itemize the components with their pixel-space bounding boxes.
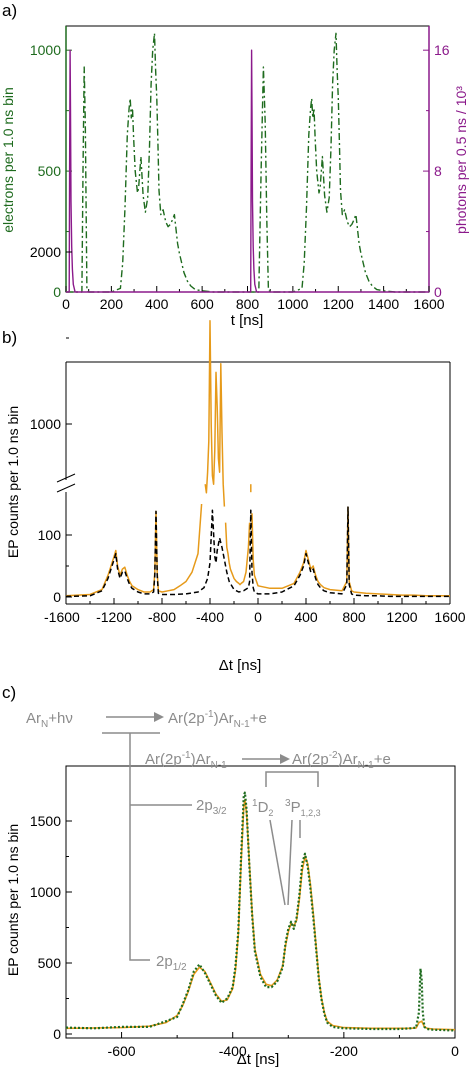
panel-b-chart: -1600 -1200 -800 -400 0 400 800 1200 1600 0 100 10… — [5, 244, 466, 674]
panel-a-xtick-label: 1200 — [323, 296, 354, 312]
panel-a-xtick-label: 200 — [100, 296, 124, 312]
panel-c-chart: -600 -400 -200 0 0 500 1000 1500 ArN+hν Ar(2p-… — [5, 709, 459, 1068]
panel-b-xtick-label: -1200 — [96, 609, 132, 625]
eq1-product: Ar(2p-1)ArN-1+e — [168, 709, 267, 730]
panel-a-xtick-label: 800 — [236, 296, 260, 312]
panel-b-series-orange — [65, 503, 203, 597]
panel-b-xlabel: Δt [ns] — [219, 657, 262, 674]
panel-a-xtick-label: 400 — [145, 296, 169, 312]
label-2p-1-2: 2p1/2 — [156, 953, 187, 973]
panel-b-series-orange — [224, 522, 251, 586]
panel-b-xtick-label: -800 — [148, 609, 176, 625]
panel-a-ytick-right-label: 16 — [434, 42, 450, 58]
panel-a-xtick-label: 600 — [190, 296, 214, 312]
eq2: Ar(2p-1)ArN-1 — [145, 750, 227, 771]
eq2-bracket — [265, 771, 319, 787]
pointer-1D2 — [269, 819, 286, 906]
panel-c-xtick-label: 0 — [451, 1043, 459, 1059]
panel-c-xtick-label: -600 — [108, 1043, 136, 1059]
panel-c-series-green — [65, 791, 456, 1032]
eq1: ArN+hν — [26, 710, 73, 730]
panel-b-xtick-label: 0 — [254, 609, 262, 625]
panel-b-ytick-label: 0 — [53, 589, 61, 605]
panel-b-series-orange — [204, 320, 226, 507]
panel-c-label: c) — [2, 683, 16, 702]
panel-c-series-orange — [65, 798, 456, 1031]
panel-c-ytick-label: 1500 — [30, 813, 61, 829]
panel-a-series-photons — [66, 49, 429, 293]
panel-a-ylabel-left: electrons per 1.0 ns bin — [0, 87, 16, 233]
panel-b-ytick-label: 2000 — [30, 244, 61, 260]
panel-a-ytick-right-label: 0 — [434, 284, 442, 300]
panel-b-xtick-label: 1600 — [434, 609, 465, 625]
panel-c-ytick-label: 0 — [53, 1026, 61, 1042]
panel-a-frame — [65, 25, 430, 293]
panel-c-xtick-label: -200 — [330, 1043, 358, 1059]
label-2p-3-2: 2p3/2 — [196, 797, 227, 817]
panel-c-frame — [65, 765, 456, 1039]
panel-c-ylabel: EP counts per 1.0 ns bin — [5, 824, 21, 976]
pointer-3P-a — [287, 819, 293, 906]
eq1-branch-2p12 — [129, 733, 150, 961]
panel-b-break-mark-2 — [56, 483, 76, 493]
panel-b-xtick-label: -400 — [196, 609, 224, 625]
panel-a-ylabel-right: photons per 0.5 ns / 10³ — [453, 86, 469, 234]
panel-a-xtick-label: 1000 — [277, 296, 308, 312]
panel-c-xlabel: Δt [ns] — [237, 1051, 280, 1068]
panel-b-series-black — [65, 506, 450, 598]
panel-a-xlabel: t [ns] — [231, 312, 264, 329]
panel-a-ytick-left-label: 0 — [53, 284, 61, 300]
panel-a-xtick-label: 0 — [62, 296, 70, 312]
panel-c-xtick-label: -400 — [219, 1043, 247, 1059]
label-1D2: 1D2 — [252, 798, 273, 818]
panel-b-series-orange — [251, 506, 450, 597]
panel-b-xtick-label: 400 — [294, 609, 318, 625]
panel-c-annotation-lines — [102, 712, 319, 961]
panel-a-ytick-left-label: 500 — [38, 163, 62, 179]
panel-c-ytick-label: 1000 — [30, 884, 61, 900]
label-3P: 3P1,2,3 — [285, 798, 321, 818]
eq2-arrow-head — [280, 754, 290, 764]
panel-b-xtick-label: -1600 — [44, 609, 80, 625]
panel-a-label: a) — [2, 1, 17, 20]
panel-b-break-mark-1 — [56, 473, 76, 483]
panel-b-ytick-label: 1000 — [30, 416, 61, 432]
eq2-product: Ar(2p-2)ArN-1+e — [292, 750, 391, 771]
eq1-arrow-head — [154, 712, 164, 722]
panel-a-xtick-label: 1400 — [368, 296, 399, 312]
panel-b-label: b) — [2, 328, 17, 347]
panel-a-xtick-label: 1600 — [413, 296, 444, 312]
panel-a-ytick-left-label: 1000 — [30, 42, 61, 58]
panel-a-chart: 0 200 400 600 800 1000 1200 1400 1600 0 500 1000 0… — [0, 25, 469, 329]
panel-a-ytick-right-label: 8 — [434, 163, 442, 179]
panel-b-xtick-label: 1200 — [386, 609, 417, 625]
panel-b-xtick-label: 800 — [342, 609, 366, 625]
panel-b-ylabel: EP counts per 1.0 ns bin — [5, 406, 21, 558]
panel-b-ytick-label: 100 — [38, 527, 62, 543]
panel-a-series-electrons — [66, 32, 429, 293]
panel-c-ytick-label: 500 — [38, 955, 62, 971]
panel-c-annotations: ArN+hν Ar(2p-1)ArN-1+e Ar(2p-1)ArN-1 Ar(… — [26, 709, 391, 973]
